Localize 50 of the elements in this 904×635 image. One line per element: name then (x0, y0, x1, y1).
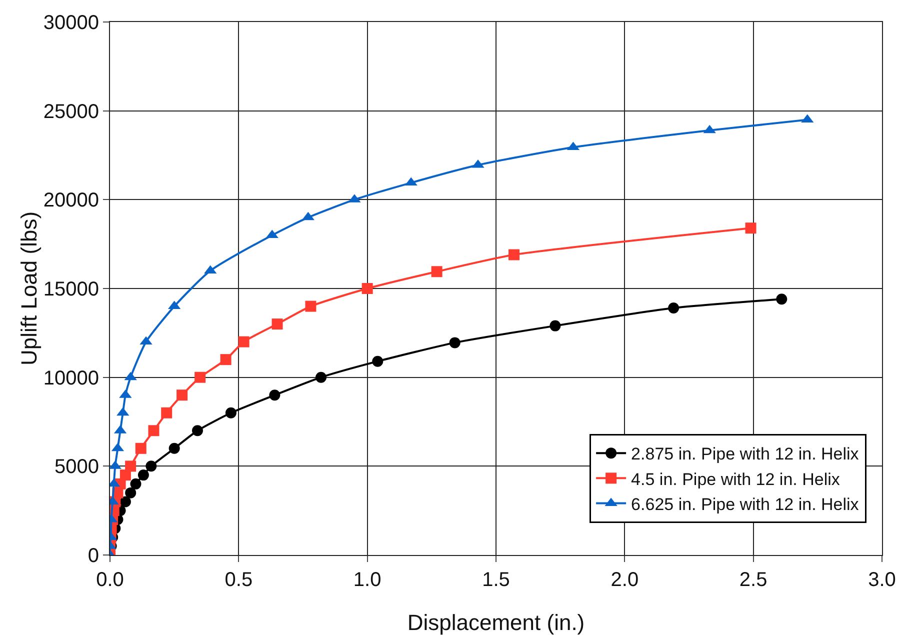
legend-label: 4.5 in. Pipe with 12 in. Helix (631, 470, 840, 489)
x-tick-label: 0.5 (224, 569, 253, 591)
point (146, 460, 157, 472)
x-tick-label: 0.0 (96, 569, 124, 591)
point (372, 356, 384, 367)
y-tick-label: 15000 (43, 278, 99, 300)
x-tick-label: 3.0 (868, 569, 896, 591)
y-tick-label: 0 (88, 545, 99, 567)
point (125, 460, 136, 472)
y-tick-label: 10000 (43, 367, 99, 390)
y-axis-title: Uplift Load (lbs) (16, 211, 42, 366)
x-tick-label: 2.5 (739, 569, 768, 591)
point (192, 425, 203, 436)
point (135, 442, 146, 454)
y-tick-label: 30000 (43, 12, 99, 34)
x-tick-label: 1.0 (353, 569, 382, 591)
legend-label: 2.875 in. Pipe with 12 in. Helix (631, 444, 860, 464)
point (316, 372, 327, 383)
point (508, 249, 520, 260)
point (305, 300, 316, 312)
point (120, 496, 131, 508)
x-tick-label: 2.0 (610, 569, 639, 591)
y-tick-label: 25000 (43, 100, 99, 123)
point (238, 336, 250, 348)
point (745, 222, 756, 234)
x-tick-label: 1.5 (482, 569, 510, 591)
point (110, 460, 122, 469)
point (220, 354, 232, 366)
y-tick-label: 5000 (54, 456, 99, 478)
point (194, 372, 206, 383)
point (120, 470, 131, 481)
y-tick-label: 20000 (43, 190, 99, 212)
point (272, 318, 283, 330)
point (668, 302, 680, 314)
legend-label: 6.625 in. Pipe with 12 in. Helix (631, 494, 860, 514)
point (138, 470, 149, 481)
point (362, 283, 373, 294)
point (130, 478, 142, 490)
point (161, 407, 172, 418)
point (776, 294, 788, 305)
x-axis-title: Displacement (in.) (407, 610, 585, 635)
point (148, 425, 160, 436)
point (431, 266, 442, 278)
point (125, 487, 136, 498)
point (449, 337, 460, 348)
point (176, 390, 188, 401)
point (550, 320, 561, 332)
point (269, 390, 280, 401)
point (225, 407, 236, 418)
point (168, 442, 180, 454)
